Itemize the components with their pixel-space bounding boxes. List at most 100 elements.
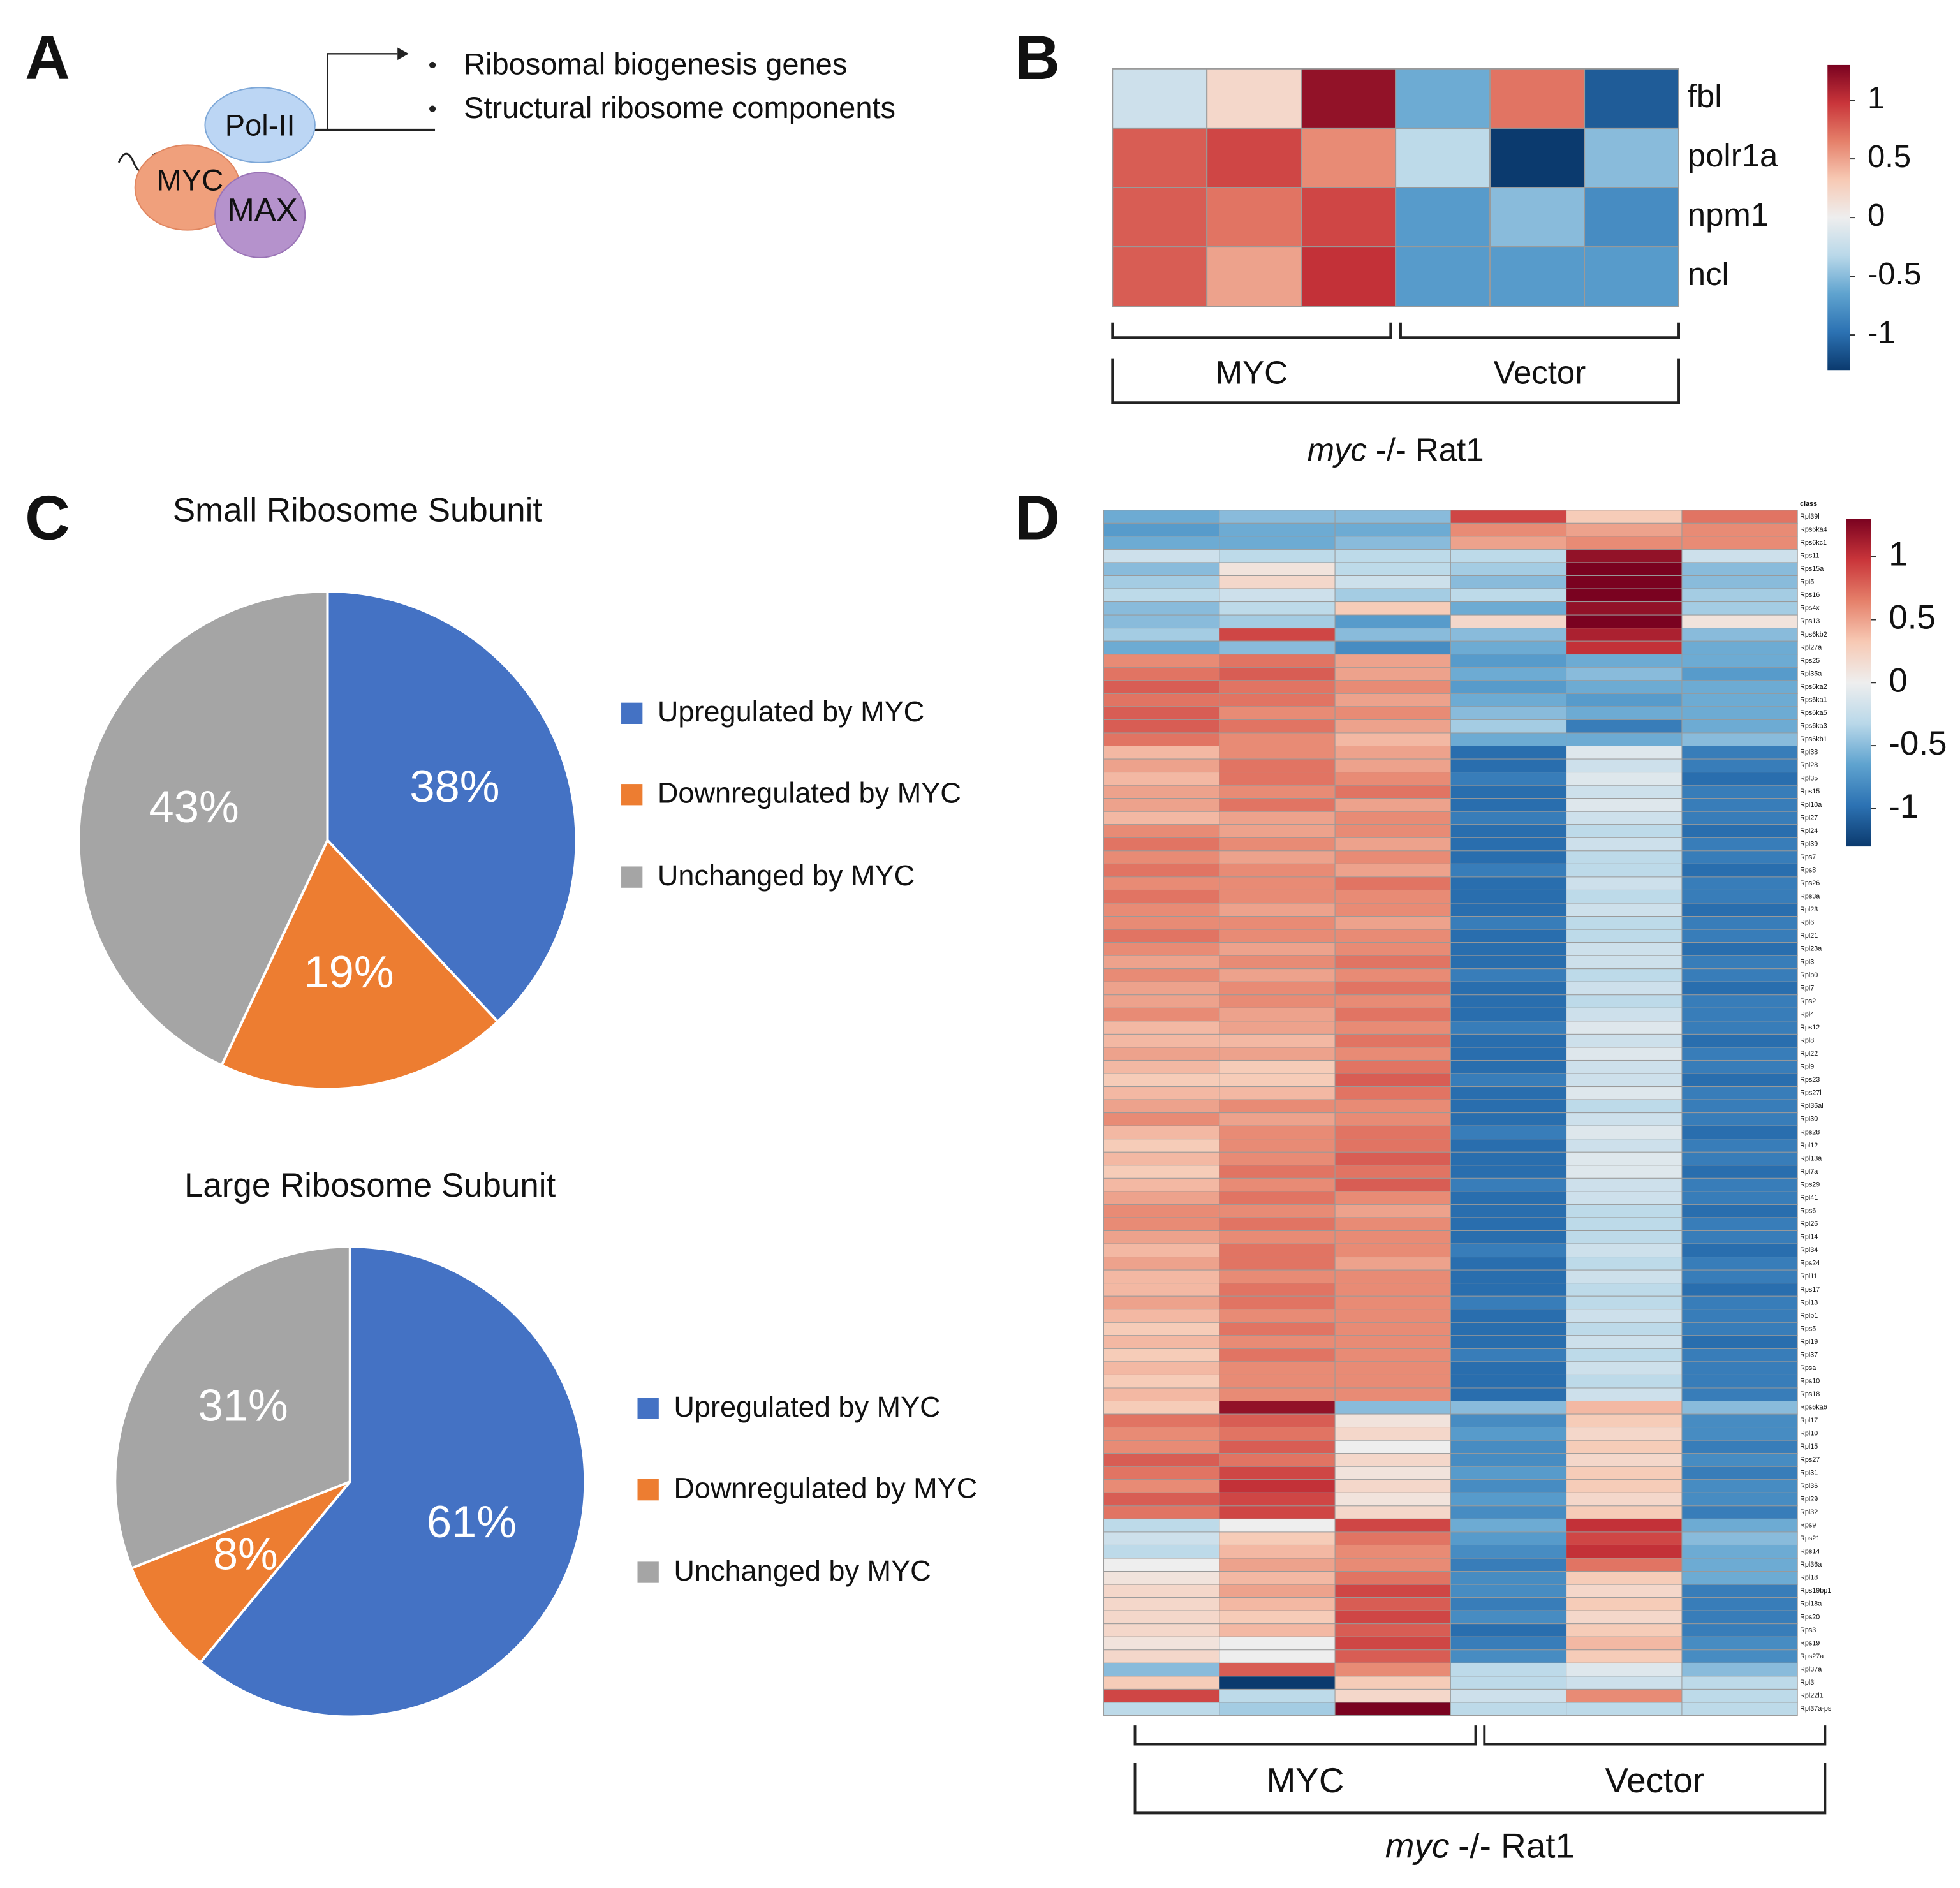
heatmap-cell	[1103, 1505, 1220, 1519]
heatmap-cell	[1103, 1269, 1220, 1284]
heatmap-cell	[1566, 719, 1683, 734]
heatmap-cell	[1219, 575, 1336, 589]
heatmap-cell	[1219, 1636, 1336, 1651]
heatmap-cell	[1334, 876, 1451, 890]
heatmap-cell	[1566, 549, 1683, 563]
row-label: Rpl21	[1800, 932, 1818, 940]
heatmap-cell	[1219, 798, 1336, 812]
heatmap-cell	[1566, 575, 1683, 589]
heatmap-cell	[1584, 68, 1680, 129]
heatmap-cell	[1450, 785, 1567, 799]
heatmap-cell	[1566, 588, 1683, 603]
heatmap-cell	[1450, 510, 1567, 524]
colorbar-tick-label: 0.5	[1889, 599, 1936, 637]
heatmap-cell	[1219, 916, 1336, 930]
heatmap-cell	[1219, 1204, 1336, 1218]
heatmap-cell	[1103, 916, 1220, 930]
heatmap-cell	[1103, 1059, 1220, 1074]
row-label: Rpl36a	[1800, 1561, 1822, 1568]
colorbar-tick-label: 0	[1868, 198, 1885, 233]
max-protein	[214, 172, 306, 258]
heatmap-cell	[1103, 955, 1220, 970]
heatmap-cell	[1681, 1361, 1798, 1375]
row-label: Rpl18	[1800, 1574, 1818, 1582]
heatmap-cell	[1450, 811, 1567, 825]
row-label: Rpl23	[1800, 906, 1818, 913]
group-label: MYC	[1267, 1760, 1345, 1800]
heatmap-cell	[1450, 536, 1567, 550]
group-label: Vector	[1494, 355, 1586, 391]
row-label: Rps7	[1800, 853, 1816, 861]
heatmap-cell	[1219, 1165, 1336, 1179]
heatmap-cell	[1103, 811, 1220, 825]
pie-value-label: 43%	[149, 781, 239, 832]
heatmap-cell	[1103, 1217, 1220, 1231]
heatmap-cell	[1566, 562, 1683, 576]
heatmap-cell	[1450, 1453, 1567, 1467]
heatmap-cell	[1334, 1440, 1451, 1454]
heatmap-cell	[1103, 1636, 1220, 1651]
row-label: Rps24	[1800, 1260, 1820, 1267]
heatmap-cell	[1334, 1610, 1451, 1625]
pie-slice	[198, 1245, 587, 1718]
heatmap-cell	[1103, 1374, 1220, 1389]
heatmap-cell	[1219, 1662, 1336, 1677]
group-bracket	[1133, 1725, 1477, 1746]
heatmap-cell	[1219, 588, 1336, 603]
heatmap-cell	[1103, 1688, 1220, 1703]
heatmap-cell	[1681, 1217, 1798, 1231]
heatmap-cell	[1566, 903, 1683, 917]
heatmap-cell	[1334, 1230, 1451, 1244]
heatmap-cell	[1219, 1322, 1336, 1336]
heatmap-cell	[1206, 127, 1302, 189]
heatmap-cell	[1566, 1283, 1683, 1297]
heatmap-cell	[1681, 1401, 1798, 1415]
heatmap-cell	[1103, 889, 1220, 904]
row-label: Rpl35	[1800, 775, 1818, 783]
heatmap-cell	[1450, 1531, 1567, 1545]
heatmap-cell	[1219, 837, 1336, 852]
pie-value-label: 19%	[304, 947, 394, 997]
heatmap-cell	[1334, 1243, 1451, 1258]
heatmap-cell	[1334, 601, 1451, 616]
row-label: Rps15	[1800, 788, 1820, 795]
heatmap-cell	[1681, 1492, 1798, 1507]
heatmap-cell	[1219, 1309, 1336, 1323]
row-label: Rpl3	[1800, 958, 1814, 966]
heatmap-cell	[1566, 1597, 1683, 1611]
row-label: Rps23	[1800, 1076, 1820, 1084]
heatmap-cell	[1450, 1676, 1567, 1690]
heatmap-cell	[1566, 1191, 1683, 1205]
heatmap-cell	[1566, 1204, 1683, 1218]
heatmap-cell	[1681, 1571, 1798, 1585]
row-label: Rpl8	[1800, 1037, 1814, 1045]
heatmap-cell	[1450, 1099, 1567, 1114]
heatmap-cell	[1334, 719, 1451, 734]
heatmap-cell	[1219, 1099, 1336, 1114]
heatmap-cell	[1219, 1033, 1336, 1048]
heatmap-cell	[1334, 968, 1451, 982]
target-text: Ribosomal biogenesis genes	[464, 47, 847, 80]
heatmap-cell	[1334, 693, 1451, 707]
heatmap-cell	[1450, 1112, 1567, 1126]
heatmap-cell	[1334, 1676, 1451, 1690]
heatmap-cell	[1219, 1047, 1336, 1061]
row-label: Rps28	[1800, 1128, 1820, 1136]
panel-label: D	[1015, 482, 1060, 552]
heatmap-cell	[1450, 1492, 1567, 1507]
heatmap-cell	[1450, 889, 1567, 904]
row-label: Rpl36	[1800, 1482, 1818, 1490]
colorbar-tick-label: -0.5	[1889, 725, 1947, 762]
row-label: Rpl27a	[1800, 644, 1822, 651]
heatmap-cell	[1219, 1151, 1336, 1166]
heatmap-cell	[1566, 916, 1683, 930]
heatmap-cell	[1681, 1230, 1798, 1244]
heatmap-cell	[1334, 1348, 1451, 1362]
heatmap-cell	[1450, 1636, 1567, 1651]
heatmap-cell	[1566, 1531, 1683, 1545]
heatmap-cell	[1566, 1387, 1683, 1402]
heatmap-cell	[1219, 1584, 1336, 1598]
heatmap-cell	[1219, 1059, 1336, 1074]
heatmap-cell	[1219, 601, 1336, 616]
